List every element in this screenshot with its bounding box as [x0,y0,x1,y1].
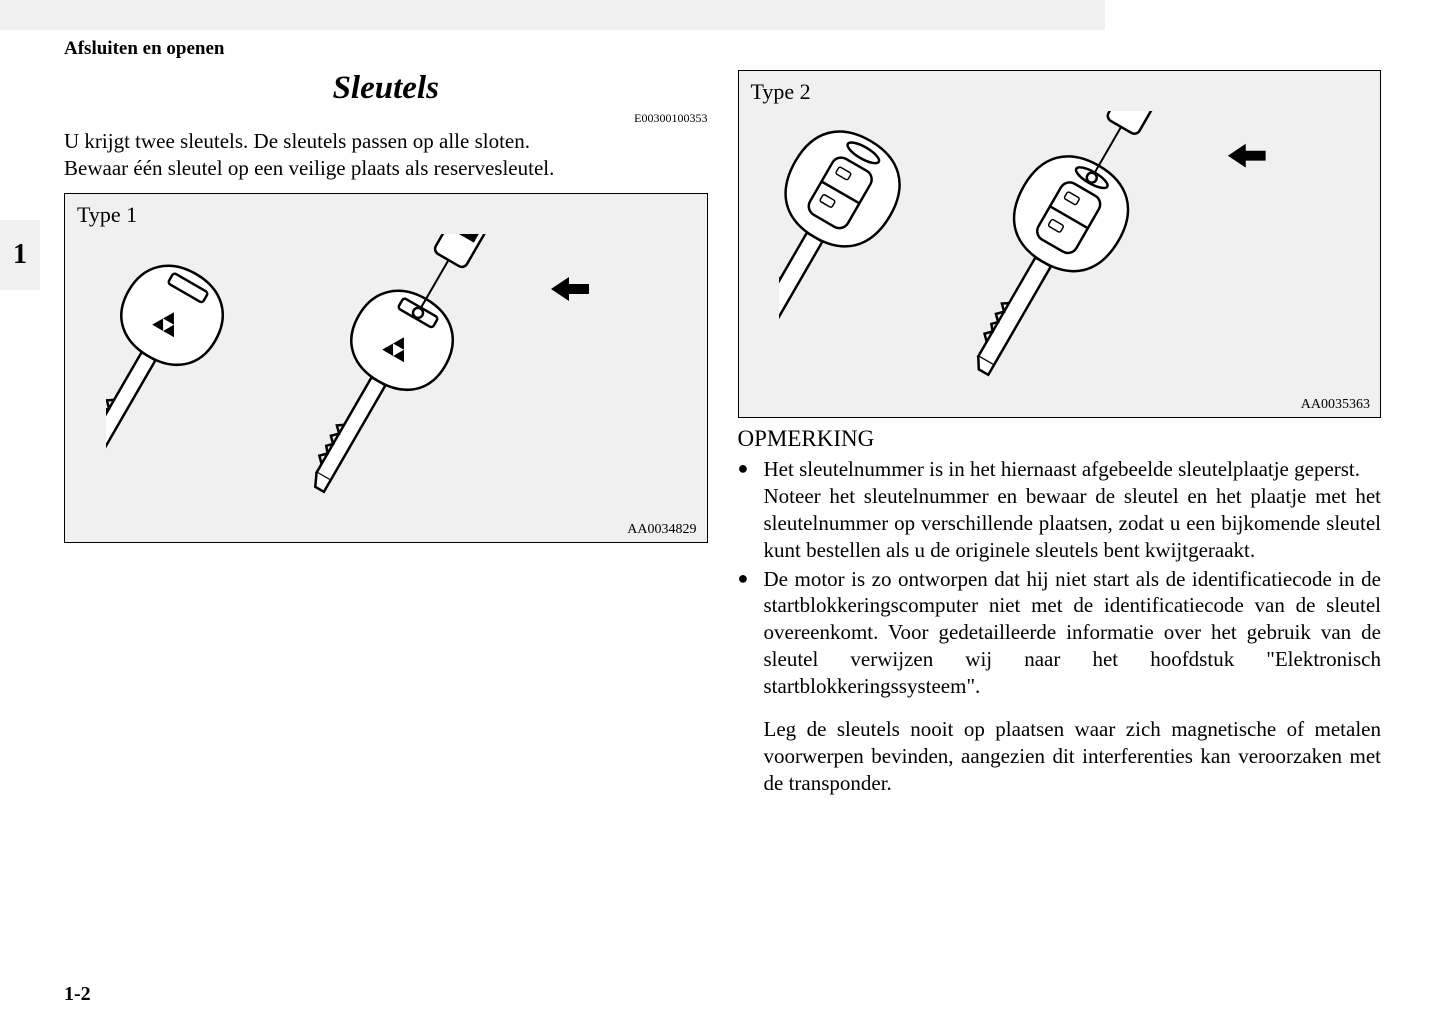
note-item-1-text: Het sleutelnummer is in het hiernaast af… [764,457,1361,481]
chapter-tab: 1 [0,220,40,290]
figure-1-code: AA0034829 [627,522,696,538]
figure-2-label: Type 2 [751,79,1369,105]
document-code: E00300100353 [64,111,708,126]
note-item-2: De motor is zo ontworpen dat hij niet st… [764,566,1382,700]
intro-text: U krijgt twee sleutels. De sleutels pass… [64,128,708,183]
note-item-1-continuation: Noteer het sleutelnummer en bewaar de sl… [764,484,1382,562]
figure-1-label: Type 1 [77,202,695,228]
figure-type-1: Type 1 [64,193,708,543]
figure-type-2: Type 2 [738,70,1382,418]
right-column: Type 2 [738,70,1382,797]
keys-type-2-illustration [779,111,1339,409]
page-title: Sleutels [64,70,708,107]
intro-line-1: U krijgt twee sleutels. De sleutels pass… [64,129,530,153]
note-heading: OPMERKING [738,426,1382,452]
page-number: 1-2 [64,983,91,1006]
left-column: Sleutels E00300100353 U krijgt twee sleu… [64,70,708,797]
figure-2-code: AA0035363 [1301,397,1370,413]
keys-type-1-illustration [106,234,666,534]
note-list: Het sleutelnummer is in het hiernaast af… [738,456,1382,700]
intro-line-2: Bewaar één sleutel op een veilige plaats… [64,156,554,180]
header-bar [0,0,1105,30]
note-followup: Leg de sleutels nooit op plaatsen waar z… [738,716,1382,797]
note-item-1: Het sleutelnummer is in het hiernaast af… [764,456,1382,564]
section-header: Afsluiten en openen [64,38,1445,60]
